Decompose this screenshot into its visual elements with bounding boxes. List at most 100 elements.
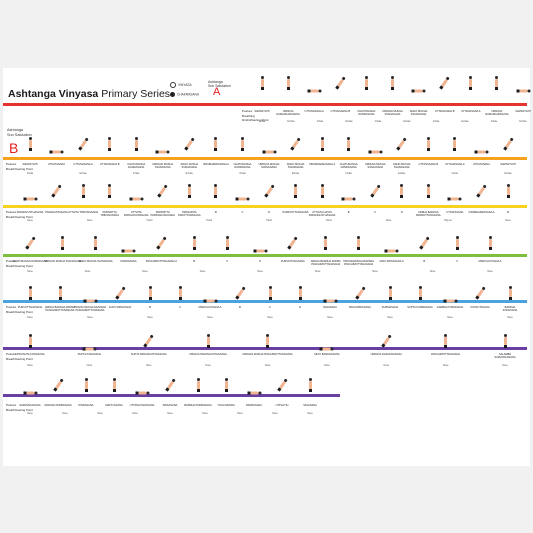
- figure-head: [58, 286, 62, 289]
- figure-shorts: [447, 197, 451, 201]
- breath-gaze-label: Inhale: [490, 120, 498, 123]
- figure-head: [260, 76, 264, 79]
- breath-gaze-label: Nose: [202, 412, 208, 415]
- figure-body: [266, 337, 269, 345]
- pose-figure: [400, 184, 404, 198]
- pose-figure: [187, 184, 191, 198]
- figure-head: [298, 286, 302, 289]
- pose-figure: [391, 76, 394, 90]
- row-label-posture: Posture: [6, 403, 17, 407]
- figure-shorts: [94, 247, 98, 250]
- pose-label: URDHVA NAMASKARASANA: [485, 110, 509, 116]
- figure-head: [485, 150, 489, 154]
- figure-shorts: [247, 391, 250, 395]
- figure-head: [388, 286, 392, 289]
- figure-body: [344, 197, 353, 201]
- figure-body: [308, 381, 312, 389]
- pose-label: NAVASANA: [323, 306, 337, 309]
- figure-body: [138, 391, 146, 395]
- pose-label: UTTANASANA A: [461, 110, 481, 113]
- pose-label: B: [347, 211, 350, 214]
- pose-label: MATSYASANA: [105, 404, 123, 407]
- chakrasana-icon: [170, 92, 175, 97]
- poster-sheet: [3, 68, 530, 466]
- pose-figure: [286, 76, 290, 90]
- figure-head: [28, 137, 32, 140]
- pose-label: C: [269, 306, 271, 309]
- pose-figure: [129, 197, 144, 201]
- pose-figure: [324, 236, 328, 250]
- pose-figure: [121, 249, 136, 253]
- figure-shorts: [443, 299, 446, 303]
- row-label-breathing: Breath/Gazing Point: [6, 167, 33, 171]
- breath-gaze-label: Nose: [267, 316, 273, 319]
- pose-label: UTKATASANA: [48, 163, 66, 166]
- sun-salutation-b-letter: B: [9, 140, 19, 156]
- row-band-7: [3, 394, 340, 397]
- pose-figure: [503, 334, 507, 348]
- breath-gaze-label: Inhale: [432, 120, 440, 123]
- figure-head: [28, 286, 32, 289]
- figure-shorts: [411, 89, 415, 93]
- figure-body: [214, 187, 218, 195]
- pose-figure: [260, 76, 264, 90]
- pose-figure: [28, 286, 32, 300]
- figure-shorts: [187, 195, 191, 198]
- pose-label: CHATURANGA DANDASANA: [12, 260, 48, 263]
- pose-label: B: [239, 306, 241, 309]
- pose-label: PARIVRTTA TRIKONASANA: [100, 211, 119, 217]
- pose-figure: [262, 150, 276, 154]
- figure-head: [320, 137, 324, 140]
- figure-body: [519, 89, 527, 93]
- figure-body: [326, 299, 334, 303]
- figure-shorts: [192, 247, 196, 250]
- row-label-posture: Posture: [6, 259, 17, 263]
- figure-head: [60, 150, 64, 154]
- figure-shorts: [81, 195, 85, 198]
- figure-head: [426, 137, 430, 140]
- figure-shorts: [426, 195, 430, 198]
- pose-label: BHUJAPIDASANA: [349, 306, 371, 309]
- breath-gaze-label: Nose: [145, 364, 152, 367]
- pose-figure: [469, 76, 473, 90]
- figure-body: [26, 391, 34, 395]
- pose-label: D: [299, 306, 301, 309]
- breath-gaze-label: Nose: [62, 412, 68, 415]
- figure-shorts: [82, 347, 86, 351]
- figure-head: [225, 236, 229, 239]
- pose-label: ADHO MUKHA SVANASANA: [180, 163, 199, 169]
- pose-label: SALAMBA SARVANGASANA: [494, 353, 516, 359]
- pose-figure: [134, 137, 138, 151]
- pose-label: ARDHA BADDHA PADMA PASCHIMOTTANASANA: [310, 260, 341, 266]
- pose-figure: [294, 184, 298, 198]
- breath-gaze-label: Nose: [447, 316, 453, 319]
- breath-gaze-label: Hand: [206, 219, 213, 222]
- figure-shorts: [203, 299, 206, 303]
- figure-shorts: [364, 87, 368, 90]
- figure-body: [94, 239, 98, 247]
- figure-body: [58, 289, 62, 297]
- pose-label: B: [507, 211, 509, 214]
- pose-figure: [319, 347, 334, 351]
- pose-figure: [108, 184, 112, 198]
- figure-shorts: [453, 148, 457, 151]
- figure-shorts: [240, 148, 244, 151]
- figure-shorts: [58, 297, 62, 300]
- pose-figure: [307, 89, 322, 93]
- figure-shorts: [268, 297, 272, 300]
- figure-head: [469, 76, 473, 79]
- pose-figure: [61, 236, 65, 250]
- pose-figure: [203, 299, 217, 303]
- pose-figure: [368, 150, 383, 154]
- vinyasa-icon: [170, 82, 176, 88]
- figure-body: [503, 337, 507, 345]
- breath-gaze-label: Nose: [205, 364, 211, 367]
- figure-body: [324, 239, 328, 247]
- figure-body: [426, 187, 430, 195]
- figure-head: [132, 249, 136, 253]
- figure-shorts: [214, 148, 218, 151]
- pose-figure: [28, 334, 32, 348]
- pose-label: UTTHITA TRIKONASANA: [68, 211, 99, 214]
- pose-label: SETU BANDHASANA: [314, 353, 340, 356]
- row-label-breathing: Breath/Gazing Point: [6, 264, 33, 268]
